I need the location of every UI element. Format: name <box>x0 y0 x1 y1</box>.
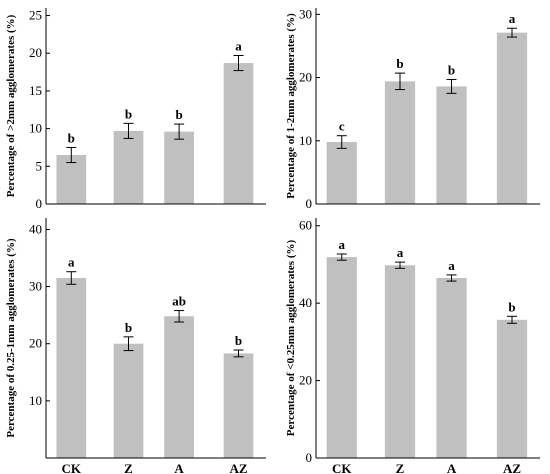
category-label-ck: CK <box>332 461 352 474</box>
error-bar-z <box>123 336 134 352</box>
significance-label-a: ab <box>172 294 186 309</box>
y-tick-label: 10 <box>299 133 312 148</box>
bar-ck <box>326 142 357 204</box>
error-bar-az <box>233 54 244 72</box>
error-bar-a <box>174 310 185 323</box>
bar-ck <box>56 278 87 458</box>
error-bar-z <box>395 72 405 91</box>
significance-label-a: b <box>175 107 182 122</box>
y-tick-label: 5 <box>36 158 43 173</box>
significance-label-az: b <box>235 333 242 348</box>
bar-az <box>223 353 254 458</box>
error-bar-a <box>174 123 185 140</box>
error-bar-a <box>446 78 457 94</box>
significance-label-a: b <box>448 62 455 77</box>
y-tick-label: 0 <box>306 450 313 465</box>
bar-az <box>496 32 528 204</box>
y-axis-title: Percentage of <0.25mm agglomerates (%) <box>285 239 297 436</box>
y-tick-label: 60 <box>299 218 312 233</box>
y-tick-label: 30 <box>299 6 312 21</box>
significance-label-ck: c <box>339 119 345 134</box>
significance-label-z: b <box>125 106 132 121</box>
panel-025-1mm: a CK b Zab Ab AZ 10 20 30 40 Percentage of 0.25-1m… <box>5 218 266 474</box>
error-bar-ck <box>66 146 77 164</box>
error-bar-ck <box>336 253 347 261</box>
bar-z <box>384 81 416 204</box>
bar-a <box>436 278 467 458</box>
bar-a <box>436 86 467 204</box>
error-bar-az <box>507 27 517 38</box>
y-tick-label: 0 <box>306 196 313 211</box>
bar-ck <box>326 257 357 458</box>
y-tick-label: 0 <box>36 196 43 211</box>
significance-label-az: b <box>508 299 515 314</box>
category-label-a: A <box>447 461 457 474</box>
y-tick-label: 25 <box>29 8 42 23</box>
significance-label-a: a <box>448 258 455 273</box>
bar-az <box>496 319 528 458</box>
significance-label-az: a <box>509 11 516 26</box>
significance-label-z: b <box>125 320 132 335</box>
category-label-z: Z <box>396 461 405 474</box>
y-tick-label: 30 <box>29 279 42 294</box>
error-bar-z <box>395 261 405 269</box>
significance-label-z: a <box>397 245 404 260</box>
significance-label-z: b <box>396 56 403 71</box>
y-tick-label: 10 <box>29 121 42 136</box>
y-axis-title: Percentage of 0.25-1mm agglomerates (%) <box>5 238 17 438</box>
y-axis-title: Percentage of 1-2mm agglomerates (%) <box>285 13 297 199</box>
bar-z <box>384 265 416 458</box>
category-label-az: AZ <box>503 461 521 474</box>
error-bar-a <box>446 274 457 282</box>
significance-label-ck: a <box>339 237 346 252</box>
y-tick-label: 40 <box>29 221 42 236</box>
category-label-z: Z <box>124 461 133 474</box>
error-bar-ck <box>336 135 347 149</box>
bar-z <box>113 343 144 458</box>
y-tick-label: 20 <box>299 373 312 388</box>
error-bar-z <box>123 122 134 139</box>
bar-az <box>223 63 254 205</box>
bar-ck <box>56 155 87 204</box>
significance-label-ck: a <box>68 255 75 270</box>
y-axis-title: Percentage of >2mm agglomerates (%) <box>5 14 17 197</box>
category-label-a: A <box>174 461 184 474</box>
category-label-ck: CK <box>62 461 82 474</box>
y-tick-label: 10 <box>29 393 42 408</box>
error-bar-az <box>507 315 517 324</box>
significance-label-ck: b <box>68 130 75 145</box>
category-label-az: AZ <box>229 461 247 474</box>
bar-z <box>113 130 144 204</box>
y-tick-label: 20 <box>299 70 312 85</box>
bar-a <box>164 131 194 204</box>
error-bar-az <box>233 349 244 358</box>
y-tick-label: 20 <box>29 336 42 351</box>
significance-label-az: a <box>235 38 242 53</box>
panel-gt2mm: b b b a 0 5 10 15 20 25 Percentage of >2mm agglome… <box>5 8 266 211</box>
bar-a <box>164 316 194 458</box>
y-tick-label: 15 <box>29 83 42 98</box>
y-tick-label: 20 <box>29 45 42 60</box>
y-tick-label: 40 <box>299 295 312 310</box>
error-bar-ck <box>66 271 77 285</box>
